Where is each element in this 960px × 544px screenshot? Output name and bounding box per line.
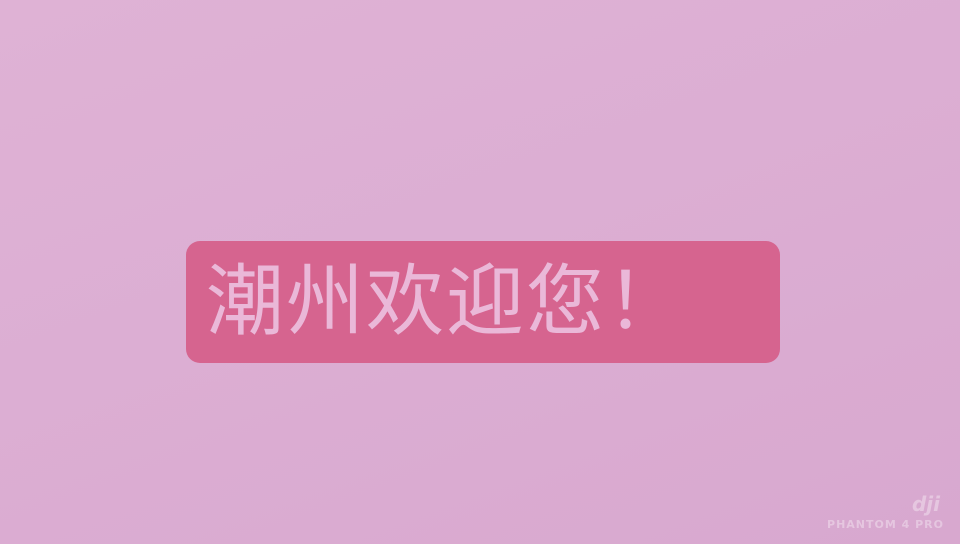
watermark-brand: dji (911, 492, 940, 516)
caption-text: 潮州欢迎您！ (206, 257, 687, 347)
caption-box: 潮州欢迎您！ (186, 241, 780, 363)
watermark-model: PHANTOM 4 PRO (827, 518, 944, 531)
